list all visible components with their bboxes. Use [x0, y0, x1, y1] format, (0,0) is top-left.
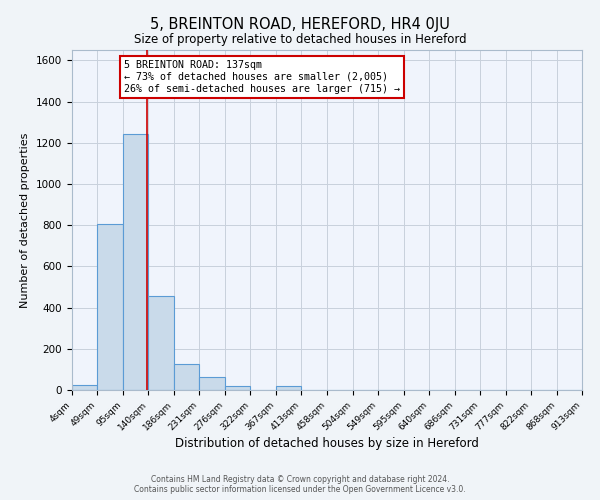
Text: 5, BREINTON ROAD, HEREFORD, HR4 0JU: 5, BREINTON ROAD, HEREFORD, HR4 0JU [150, 18, 450, 32]
Bar [148, 296, 174, 390]
Bar [123, 134, 148, 390]
Bar [174, 364, 199, 390]
Bar [72, 385, 97, 390]
Bar [275, 386, 301, 390]
X-axis label: Distribution of detached houses by size in Hereford: Distribution of detached houses by size … [175, 438, 479, 450]
Bar [97, 224, 123, 390]
Y-axis label: Number of detached properties: Number of detached properties [20, 132, 31, 308]
Text: Contains HM Land Registry data © Crown copyright and database right 2024.
Contai: Contains HM Land Registry data © Crown c… [134, 474, 466, 494]
Bar [224, 386, 250, 390]
Text: Size of property relative to detached houses in Hereford: Size of property relative to detached ho… [134, 32, 466, 46]
Bar [199, 376, 224, 390]
Text: 5 BREINTON ROAD: 137sqm
← 73% of detached houses are smaller (2,005)
26% of semi: 5 BREINTON ROAD: 137sqm ← 73% of detache… [124, 60, 400, 94]
